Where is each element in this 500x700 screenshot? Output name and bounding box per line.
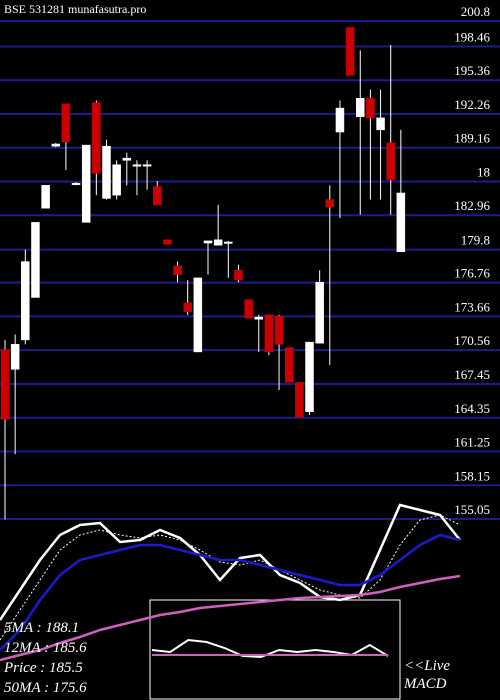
indicator-line (0, 574, 461, 662)
candle-body (335, 107, 345, 133)
legend-entry: 5MA : 188.1 (4, 620, 79, 636)
y-tick-label: 173.66 (454, 299, 490, 314)
candle-body (386, 142, 395, 181)
candle-body (163, 239, 172, 245)
candle-body (122, 157, 132, 161)
candle-body (254, 316, 263, 320)
candle-body (112, 164, 121, 196)
candle-body (274, 315, 284, 345)
y-tick-label: 179.8 (461, 233, 490, 248)
candle-body (356, 98, 365, 118)
candle-body (51, 143, 60, 147)
chart-title: BSE 531281 munafasutra.pro (4, 2, 146, 16)
candle-body (305, 341, 314, 413)
macd-label: MACD (403, 676, 447, 692)
candle-body (244, 299, 253, 319)
y-tick-label: 189.16 (454, 131, 490, 146)
y-tick-label: 167.45 (454, 367, 490, 382)
candle-body (0, 349, 10, 420)
y-tick-label: 200.8 (461, 4, 490, 19)
candle-body (213, 239, 223, 246)
y-tick-label: 164.35 (454, 401, 490, 416)
candle-body (396, 192, 406, 253)
candle-body (61, 103, 71, 143)
candle-body (21, 261, 30, 341)
legend-entry: 50MA : 175.6 (4, 680, 87, 696)
candle-body (10, 344, 20, 370)
candle-body (193, 277, 203, 353)
candle-body (41, 185, 50, 209)
y-tick-label: 192.26 (454, 97, 490, 112)
candle-body (376, 117, 385, 131)
legend-entry: 12MA : 185.6 (4, 640, 87, 656)
candle-body (183, 302, 192, 312)
candle-body (153, 186, 162, 206)
indicator-line (0, 533, 461, 651)
candle-body (71, 182, 81, 185)
candle-body (366, 98, 375, 119)
candle-body (234, 270, 243, 281)
y-tick-label: 18 (477, 164, 490, 179)
y-tick-label: 195.36 (454, 63, 490, 78)
candle-body (142, 164, 152, 167)
y-tick-label: 198.46 (454, 29, 490, 44)
candle-body (132, 164, 142, 167)
y-tick-label: 158.15 (454, 468, 490, 483)
candle-body (345, 27, 355, 76)
y-tick-label: 155.05 (454, 502, 490, 517)
y-tick-label: 170.56 (454, 333, 490, 348)
indicator-line (0, 514, 461, 641)
live-label: <<Live (404, 658, 450, 674)
candle-body (92, 102, 101, 174)
indicator-line (0, 503, 461, 621)
y-tick-label: 182.96 (454, 198, 490, 213)
candle-body (295, 382, 304, 418)
candle-body (173, 265, 182, 275)
candle-body (325, 199, 335, 208)
candle-body (102, 145, 111, 199)
candle-body (284, 347, 294, 383)
y-tick-label: 161.25 (454, 435, 490, 450)
candle-body (31, 222, 40, 298)
candle-body (315, 281, 324, 344)
y-tick-label: 176.76 (454, 266, 490, 281)
candle-body (224, 241, 233, 244)
legend-entry: Price : 185.5 (3, 660, 83, 676)
candle-body (264, 314, 274, 353)
candle-body (203, 240, 213, 244)
candle-body (81, 144, 91, 223)
